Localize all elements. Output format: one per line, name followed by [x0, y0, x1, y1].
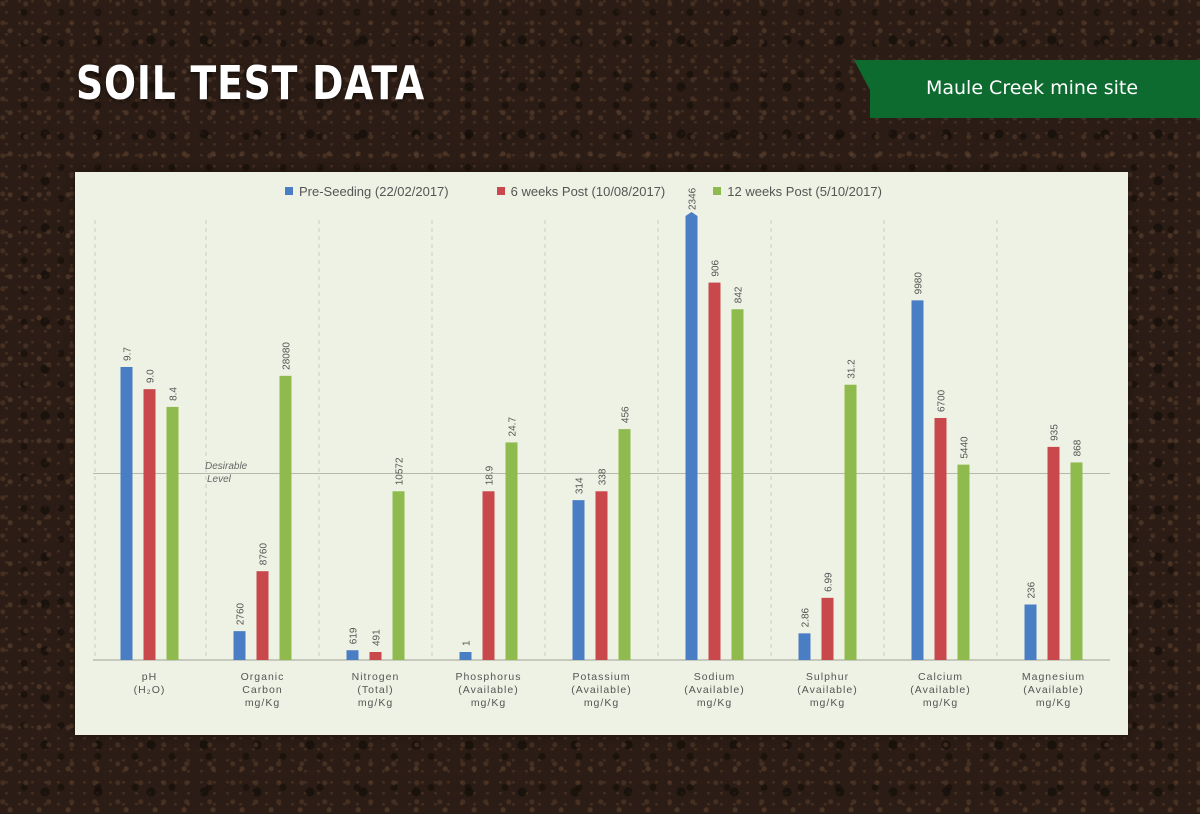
bar-pre-seeding: [1024, 604, 1037, 660]
category-label: mg/Kg: [923, 697, 958, 709]
category-label: (Available): [1023, 684, 1083, 696]
data-label-six-weeks: 9.0: [146, 369, 157, 383]
data-label-twelve-weeks: 5440: [960, 436, 971, 459]
data-label-pre-seeding: 9980: [914, 272, 925, 295]
bar-pre-seeding: [233, 631, 246, 660]
legend-label-pre-seeding: Pre-Seeding (22/02/2017): [299, 183, 449, 199]
category-label: pH: [142, 671, 157, 683]
data-label-pre-seeding: 9.7: [123, 347, 134, 361]
category-label: mg/Kg: [697, 697, 732, 709]
page-title: SOIL TEST DATA: [76, 56, 426, 110]
data-label-twelve-weeks: 8.4: [169, 387, 180, 401]
data-label-pre-seeding: 1: [462, 640, 473, 646]
data-label-twelve-weeks: 456: [621, 406, 632, 423]
bar-six-weeks: [1047, 446, 1060, 660]
data-label-pre-seeding: 236: [1027, 581, 1038, 598]
category-label: (Total): [357, 684, 393, 696]
chart-panel: 9.7 9.0 8.4 pH (H₂O) 2760 8760 28080 Organic Carb…: [75, 172, 1128, 735]
legend-swatch-six-weeks: [496, 187, 505, 195]
data-label-six-weeks: 6.99: [824, 572, 835, 592]
data-label-pre-seeding: 2760: [236, 602, 247, 625]
bar-chart: 9.7 9.0 8.4 pH(H₂O) 2760 8760 28080 OrganicCarb…: [93, 187, 1110, 709]
data-label-six-weeks: 338: [598, 468, 609, 485]
desirable-level-label: Desirable Level: [205, 460, 265, 486]
bar-twelve-weeks: [166, 406, 179, 660]
legend-label-six-weeks: 6 weeks Post (10/08/2017): [510, 183, 666, 199]
category-label: Magnesium: [1022, 671, 1085, 683]
data-label-twelve-weeks: 31.2: [847, 359, 858, 379]
bar-pre-seeding: [572, 500, 585, 660]
bar-twelve-weeks: [844, 384, 857, 660]
desirable-label-line2: Level: [207, 474, 231, 485]
data-label-twelve-weeks: 868: [1073, 439, 1084, 456]
category-label: Sodium: [694, 671, 736, 683]
site-banner-label: Maule Creek mine site: [925, 77, 1139, 99]
data-label-six-weeks: 18.9: [485, 465, 496, 485]
data-label-twelve-weeks: 28080: [282, 342, 293, 370]
category-label: (Available): [458, 684, 518, 696]
legend-item-twelve-weeks: 12 weeks Post (5/10/2017): [713, 183, 882, 199]
category-label: Phosphorus: [455, 671, 521, 683]
bar-twelve-weeks: [618, 429, 631, 660]
category-label: mg/Kg: [245, 697, 280, 709]
category-label: (Available): [684, 684, 744, 696]
data-label-twelve-weeks: 10572: [395, 457, 406, 485]
bar-twelve-weeks: [1070, 462, 1083, 660]
data-label-twelve-weeks: 24.7: [508, 417, 519, 437]
category-label: Calcium: [918, 671, 963, 683]
bar-six-weeks: [821, 597, 834, 660]
category-label: mg/Kg: [471, 697, 506, 709]
data-label-six-weeks: 8760: [259, 543, 270, 566]
bar-pre-seeding: [120, 366, 133, 660]
category-label: (H₂O): [134, 684, 166, 696]
bar-twelve-weeks: [505, 442, 518, 660]
bar-twelve-weeks: [392, 491, 405, 660]
bar-pre-seeding: [459, 652, 472, 660]
bar-twelve-weeks: [279, 375, 292, 660]
category-label: mg/Kg: [584, 697, 619, 709]
bar-pre-seeding: [911, 300, 924, 660]
category-label: (Available): [571, 684, 631, 696]
bar-six-weeks: [482, 491, 495, 660]
data-label-pre-seeding: 619: [349, 627, 360, 644]
category-label: Potassium: [572, 671, 630, 683]
category-label: (Available): [910, 684, 970, 696]
data-label-six-weeks: 6700: [937, 389, 948, 412]
bar-twelve-weeks: [957, 464, 970, 660]
data-label-pre-seeding: 2346: [688, 187, 699, 210]
category-label: Sulphur: [806, 671, 849, 683]
desirable-label-line1: Desirable: [205, 461, 248, 472]
bar-six-weeks: [256, 571, 269, 660]
category-label: mg/Kg: [358, 697, 393, 709]
bar-pre-seeding: [346, 650, 359, 660]
bar-six-weeks: [934, 418, 947, 660]
category-label: mg/Kg: [1036, 697, 1071, 709]
category-label: (Available): [797, 684, 857, 696]
bar-pre-seeding: [685, 216, 698, 660]
legend-swatch-twelve-weeks: [713, 187, 722, 195]
axis-break-marker: [685, 212, 698, 220]
legend-label-twelve-weeks: 12 weeks Post (5/10/2017): [727, 183, 882, 199]
data-label-pre-seeding: 314: [575, 477, 586, 494]
site-banner: Maule Creek mine site: [854, 60, 1200, 118]
bar-pre-seeding: [798, 633, 811, 660]
data-label-twelve-weeks: 842: [734, 286, 745, 303]
category-label: Organic: [241, 671, 285, 683]
category-label: Nitrogen: [352, 671, 400, 683]
data-label-six-weeks: 935: [1050, 424, 1061, 441]
category-label: mg/Kg: [810, 697, 845, 709]
legend-item-six-weeks: 6 weeks Post (10/08/2017): [496, 183, 666, 199]
bar-six-weeks: [143, 389, 156, 660]
data-label-six-weeks: 491: [372, 629, 383, 646]
data-label-six-weeks: 906: [711, 259, 722, 276]
bar-six-weeks: [369, 652, 382, 660]
category-label: Carbon: [242, 684, 282, 696]
chart-legend: Pre-Seeding (22/02/2017) 6 weeks Post (1…: [285, 183, 882, 199]
legend-swatch-pre-seeding: [285, 187, 293, 195]
bar-six-weeks: [595, 491, 608, 660]
legend-item-pre-seeding: Pre-Seeding (22/02/2017): [285, 183, 449, 199]
bar-six-weeks: [708, 282, 721, 660]
bar-twelve-weeks: [731, 309, 744, 660]
data-label-pre-seeding: 2.86: [801, 607, 812, 627]
